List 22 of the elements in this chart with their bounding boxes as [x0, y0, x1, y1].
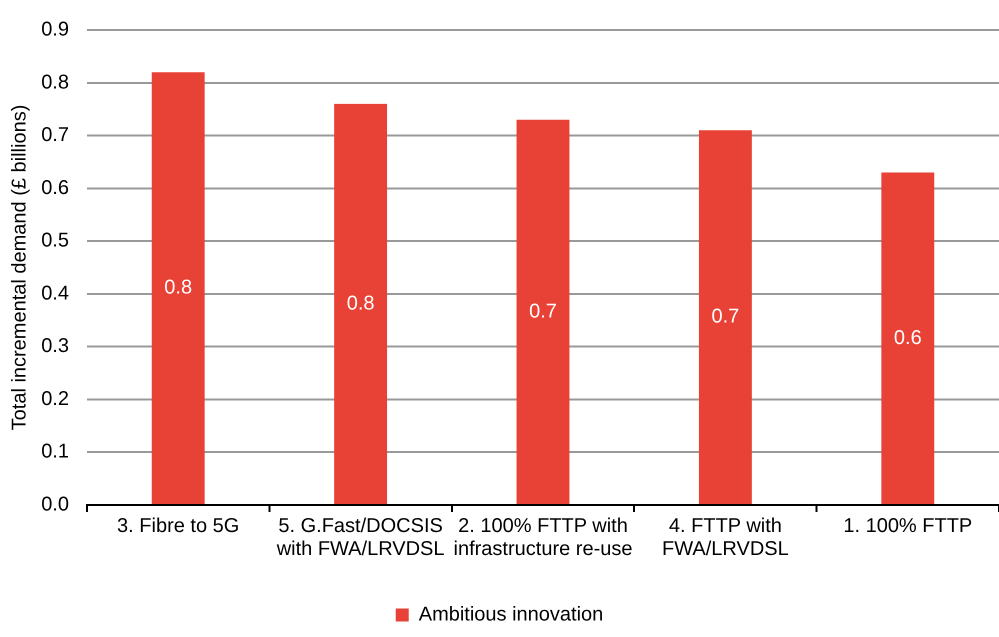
- x-tick-label: 5. G.Fast/DOCSIS with FWA/LRVDSL: [276, 515, 445, 560]
- y-axis-title: Total incremental demand (£ billions): [8, 104, 31, 430]
- data-label: 0.8: [164, 276, 192, 299]
- x-tick-label: 2. 100% FTTP with infrastructure re-use: [454, 515, 632, 560]
- data-label: 0.8: [346, 292, 375, 314]
- data-label: 0.6: [894, 326, 922, 349]
- y-tick-label: 0.5: [41, 230, 69, 252]
- y-tick-label: 0.3: [41, 335, 69, 358]
- y-tick-label: 0.2: [41, 388, 69, 410]
- y-tick-label: 0.7: [41, 124, 69, 146]
- x-tick-label: 1. 100% FTTP: [843, 515, 972, 538]
- y-tick-label: 0.9: [41, 18, 69, 41]
- y-tick-label: 0.1: [41, 440, 69, 463]
- data-label: 0.7: [529, 300, 557, 322]
- data-label: 0.7: [711, 306, 740, 328]
- y-tick-label: 0.8: [41, 71, 69, 94]
- x-tick-label: 3. Fibre to 5G: [117, 515, 240, 538]
- y-tick-label: 0.0: [41, 494, 69, 516]
- y-tick-label: 0.4: [41, 282, 69, 304]
- x-tick-label: 4. FTTP with FWA/LRVDSL: [662, 515, 789, 560]
- y-tick-label: 0.6: [41, 176, 69, 199]
- legend-label: Ambitious innovation: [418, 604, 604, 626]
